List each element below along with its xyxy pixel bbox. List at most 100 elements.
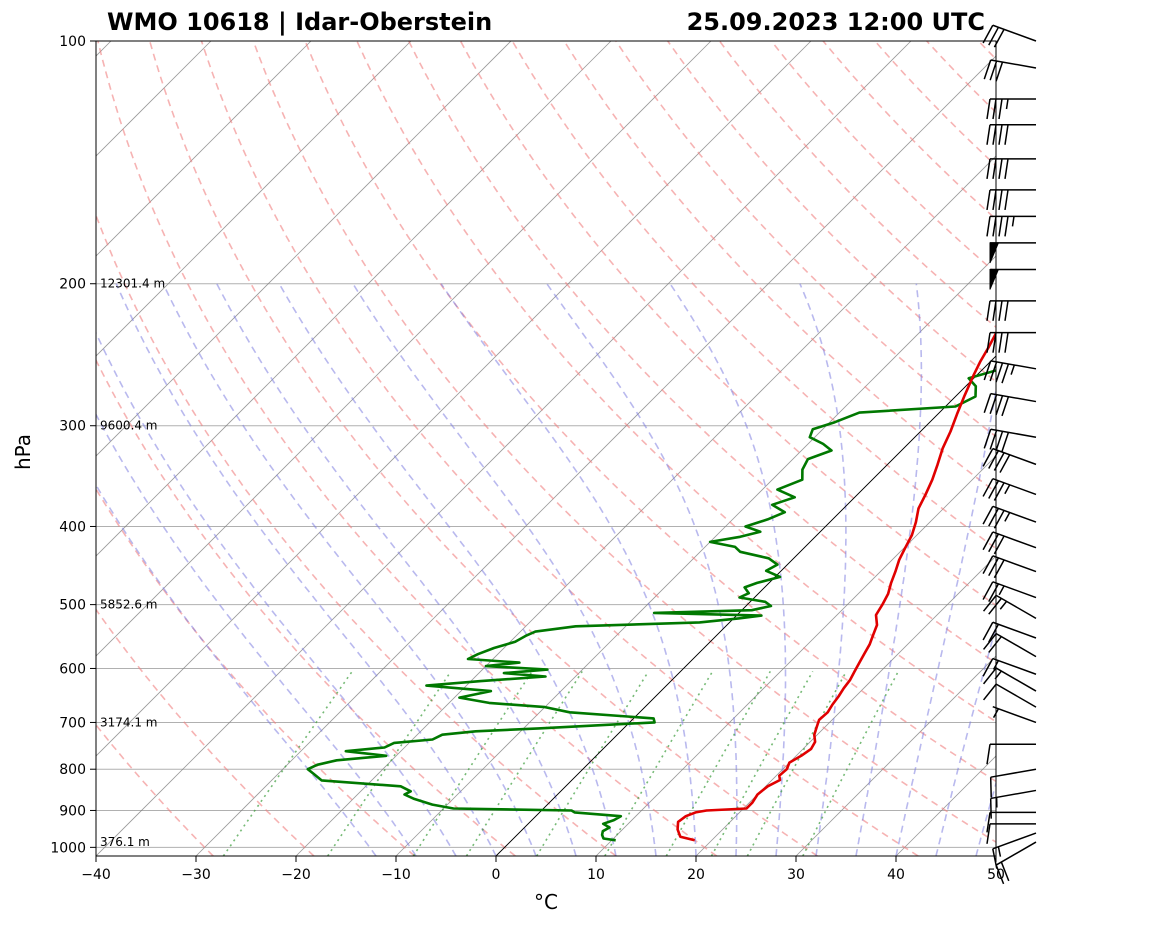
y-tick-label: 1000 — [50, 840, 86, 856]
dry-adiabat-line — [977, 41, 996, 61]
y-tick-label: 800 — [59, 762, 86, 778]
isotherm-lines — [0, 41, 996, 856]
moist-adiabat-line — [96, 331, 457, 856]
moist-adiabat-line — [216, 283, 577, 856]
wind-barb — [989, 789, 1037, 819]
mixing-ratio-lines — [222, 670, 900, 856]
mixing-ratio-line — [604, 670, 714, 856]
y-tick-label: 700 — [59, 715, 86, 731]
dry-adiabat-line — [1134, 41, 1160, 856]
wind-barb — [982, 594, 1037, 620]
height-label: 12301.4 m — [100, 277, 165, 291]
wind-barb — [986, 189, 1036, 211]
mixing-ratio-line — [746, 671, 848, 856]
dry-adiabat-line — [96, 213, 617, 856]
y-tick-label: 600 — [59, 661, 86, 677]
dry-adiabat-line — [200, 41, 919, 856]
y-tick-label: 400 — [59, 519, 86, 535]
mixing-ratio-line — [327, 670, 452, 856]
wind-barb — [982, 667, 1037, 692]
wind-barb — [986, 215, 1036, 237]
isotherm-line — [0, 41, 11, 856]
isotherm-line — [96, 41, 612, 557]
moist-adiabat-line — [440, 283, 697, 856]
isotherm-line — [395, 255, 996, 856]
isotherm-line — [195, 55, 996, 856]
sounding-series — [306, 330, 996, 842]
zero-isotherm — [495, 355, 996, 856]
wind-barb — [982, 24, 1037, 48]
x-axis-label: °C — [534, 890, 558, 914]
isotherm-line — [96, 41, 812, 757]
moist-adiabat-line — [352, 283, 657, 856]
wind-barb — [982, 657, 1037, 677]
wind-barb — [983, 392, 1037, 417]
x-tick-label: −40 — [81, 867, 111, 883]
wind-barb — [982, 447, 1037, 473]
wind-barb — [982, 531, 1037, 555]
chart-title-station: WMO 10618 | Idar-Oberstein — [107, 8, 492, 36]
wind-barb — [986, 811, 1036, 833]
x-tick-label: 10 — [587, 867, 605, 883]
y-tick-label: 300 — [59, 419, 86, 435]
x-tick-label: 30 — [787, 867, 805, 883]
x-tick-label: 40 — [887, 867, 905, 883]
moist-adiabat-line — [546, 283, 738, 856]
isotherm-line — [295, 155, 996, 856]
isotherm-line — [695, 555, 996, 856]
dry-adiabat-line — [615, 41, 996, 438]
wind-barb — [982, 477, 1037, 501]
dry-adiabat-line — [407, 41, 996, 665]
moist-adiabat-line — [855, 283, 923, 856]
wind-barb — [982, 555, 1037, 579]
moist-adiabat-line — [799, 283, 847, 856]
mixing-ratio-line — [665, 670, 771, 856]
moist-adiabat-line — [895, 385, 996, 856]
moist-adiabat-line — [162, 283, 537, 856]
mixing-ratio-line — [710, 671, 814, 856]
wind-barb — [989, 242, 1036, 264]
wind-barb — [986, 158, 1036, 179]
moist-adiabat-line — [669, 283, 787, 856]
zero-isotherm-line — [495, 355, 996, 856]
wind-barb — [986, 823, 1036, 844]
wind-barb — [989, 268, 1036, 290]
height-label: 5852.6 m — [100, 598, 158, 612]
wind-barb — [986, 98, 1036, 120]
height-label: 3174.1 m — [100, 715, 158, 729]
temperature-line — [676, 330, 996, 842]
y-tick-label: 900 — [59, 803, 86, 819]
x-tick-label: −10 — [381, 867, 411, 883]
dry-adiabat-line — [96, 358, 516, 856]
isotherm-line — [96, 41, 712, 657]
dry-adiabat-line — [96, 723, 214, 856]
isotherm-line — [96, 41, 912, 856]
moist-adiabat-lines — [96, 283, 996, 856]
moist-adiabat-line — [975, 780, 996, 856]
wind-barb — [983, 59, 1037, 82]
isotherm-line — [795, 655, 996, 856]
wind-barb — [983, 360, 1037, 384]
height-label: 376.1 m — [100, 835, 150, 849]
isotherm-line — [96, 41, 512, 457]
wind-barb — [986, 123, 1036, 145]
height-labels: 376.1 m 3174.1 m 5852.6 m 9600.4 m 12301.4 m — [100, 277, 165, 849]
y-axis-label: hPa — [11, 434, 35, 470]
isotherm-line — [995, 855, 996, 856]
dry-adiabat-line — [563, 41, 996, 494]
dry-adiabat-line — [926, 41, 996, 114]
wind-barb — [982, 621, 1037, 643]
x-tick-label: 20 — [687, 867, 705, 883]
wind-barb — [982, 683, 1037, 708]
dry-adiabat-lines — [96, 41, 1160, 856]
dry-adiabat-line — [97, 41, 718, 856]
wind-barb — [992, 832, 1037, 869]
wind-barb — [986, 300, 1036, 321]
chart-title-datetime: 25.09.2023 12:00 UTC — [687, 8, 985, 36]
dry-adiabat-line — [96, 487, 416, 856]
wind-barb — [982, 505, 1037, 529]
wind-barb — [983, 428, 1037, 452]
plot-frame — [95, 40, 997, 857]
x-tick-label: −20 — [281, 867, 311, 883]
